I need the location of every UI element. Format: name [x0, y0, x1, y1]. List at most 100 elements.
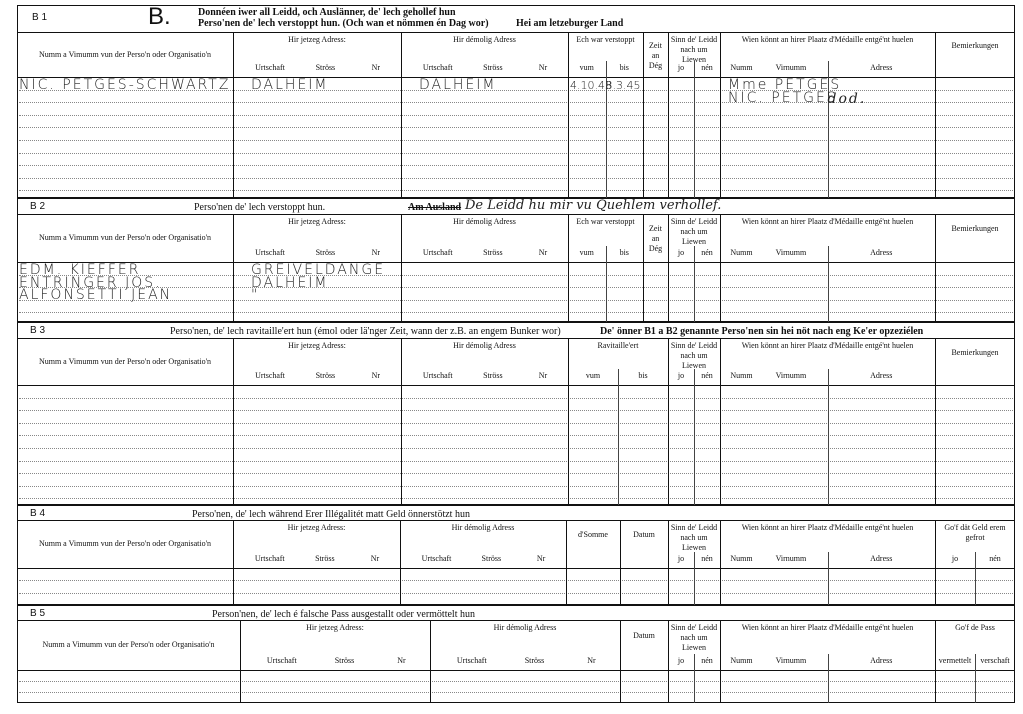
entry-row-line	[19, 165, 1013, 167]
column-subheader-label: jo	[951, 554, 959, 563]
column-header-divider	[17, 568, 1015, 569]
entry-row-line	[19, 692, 1013, 693]
column-divider	[400, 520, 401, 605]
entry-row-line	[19, 140, 1013, 141]
section-b4-label: B 4	[30, 508, 46, 519]
section-b2-struck-text: Am Ausland	[408, 202, 462, 213]
column-divider	[620, 620, 621, 703]
subcolumn-divider	[975, 552, 976, 605]
entry-row-line	[19, 127, 1013, 129]
column-header-label: Sinn de' Leidd nach um Liewen	[670, 217, 718, 246]
column-divider	[935, 214, 936, 322]
column-header-label: Bemierkungen	[951, 224, 999, 233]
column-subheader-label: Nr	[587, 656, 596, 665]
handwritten-entry: 4.10.43	[570, 79, 612, 92]
column-header-label: Wien könnt an hirer Plaatz d'Médaille en…	[741, 217, 914, 226]
column-header-label: Sinn de' Leidd nach um Liewen	[670, 523, 718, 552]
column-header-label: Ech war verstoppt	[576, 35, 635, 44]
handwritten-entry: DALHEIM	[251, 77, 329, 93]
column-header-label: Hir jetzeg Adress:	[288, 35, 346, 44]
subcolumn-divider	[694, 61, 695, 198]
column-header-label: Hir démolig Adress	[493, 623, 557, 632]
column-header-label: Numm a Vimumm vun der Perso'n oder Organ…	[38, 233, 212, 242]
column-divider	[566, 520, 567, 605]
column-subheader-label: Ströss	[483, 63, 503, 72]
column-divider	[233, 520, 234, 605]
section-frame	[17, 322, 1015, 505]
subcolumn-divider	[827, 61, 829, 198]
column-subheader-label: Nr	[370, 554, 380, 563]
column-divider	[430, 620, 431, 703]
handwritten-entry: DALHEIM	[419, 77, 497, 93]
column-subheader-label: nén	[701, 371, 713, 380]
column-subheader-label: Urtschaft	[255, 248, 285, 257]
column-subheader-label: Nr	[371, 248, 381, 257]
section-header-divider	[17, 338, 1015, 339]
entry-row-line	[19, 498, 1013, 500]
subcolumn-divider	[694, 369, 695, 505]
entry-row-line	[19, 274, 1013, 276]
entry-row-line	[19, 89, 1013, 91]
column-divider	[720, 620, 721, 703]
column-subheader-label: Nr	[538, 63, 548, 72]
entry-row-line	[19, 102, 1013, 104]
section-b2-title: Perso'nen de' lech verstoppt hun.	[194, 202, 326, 213]
column-header-label: d'Somme	[578, 530, 608, 539]
subcolumn-divider	[694, 246, 695, 322]
column-subheader-label: vum	[585, 371, 601, 380]
column-header-label: Hir jetzeg Adress:	[306, 623, 364, 632]
section-frame	[17, 605, 1015, 703]
section-b5-title: Person'nen, de' lech é falsche Pass ausg…	[212, 609, 475, 620]
column-subheader-label: jo	[677, 63, 685, 72]
section-b1-title-line-1: Donnéen iwer all Leidd, och Auslänner, d…	[198, 7, 456, 18]
column-subheader-label: Urtschaft	[456, 656, 487, 665]
column-subheader-label: Ströss	[334, 656, 355, 665]
column-header-label: Go'f de Pass	[955, 623, 995, 632]
column-divider	[668, 338, 669, 505]
subcolumn-divider	[605, 61, 607, 198]
column-subheader-label: vermettelt	[938, 656, 972, 665]
entry-row-line	[19, 473, 1013, 475]
column-divider	[568, 214, 569, 322]
section-b1-label: B 1	[32, 12, 48, 23]
handwritten-entry: ALFONSETTI JEAN	[19, 287, 173, 303]
column-header-label: Zeit an Dég	[648, 40, 663, 70]
column-subheader-label: Nr	[538, 371, 548, 380]
entry-row-line	[19, 190, 1013, 192]
column-header-label: Numm a Vimumm vun der Perso'n oder Organ…	[38, 356, 212, 366]
column-header-label: Wien könnt an hirer Plaatz d'Médaille en…	[741, 523, 914, 532]
handwritten-entry: GREIVELDANGE	[251, 262, 386, 278]
column-header-label: Ravitaille'ert	[597, 341, 639, 350]
subcolumn-divider	[827, 369, 829, 505]
section-frame	[17, 198, 1015, 322]
column-header-label: Numm a Vimumm vun der Perso'n oder Organ…	[38, 49, 212, 59]
column-header-label: Sinn de' Leidd nach um Liewen	[670, 341, 718, 370]
section-b1-title-line-2: Perso'nen de' lech verstoppt hun. (Och w…	[198, 18, 489, 29]
column-divider	[240, 620, 241, 703]
entry-row-line	[19, 448, 1013, 449]
handwritten-entry: Mme PETGES	[728, 77, 842, 93]
column-header-divider	[17, 262, 1015, 263]
column-subheader-label: Adress	[870, 554, 893, 563]
column-divider	[720, 32, 721, 198]
section-letter: B.	[148, 3, 171, 30]
column-header-label: Datum	[633, 631, 655, 640]
column-divider	[568, 32, 569, 198]
column-divider	[401, 214, 402, 322]
column-divider	[720, 338, 721, 505]
column-header-label: Zeit an Dég	[648, 224, 663, 253]
column-subheader-label: Virnumm	[775, 248, 807, 257]
column-divider	[233, 338, 234, 505]
column-subheader-label: nén	[701, 656, 713, 665]
column-header-label: Hir jetzeg Adress:	[288, 217, 346, 226]
column-subheader-label: Urtschaft	[254, 554, 285, 563]
entry-row-line	[19, 312, 1013, 314]
column-subheader-label: vum	[579, 248, 594, 257]
entry-row-line	[19, 485, 1013, 487]
column-divider	[935, 32, 936, 198]
column-header-divider	[17, 385, 1015, 386]
column-header-label: Datum	[633, 530, 655, 539]
column-subheader-label: verschaft	[980, 656, 1010, 665]
column-subheader-label: nén	[701, 554, 713, 563]
subcolumn-divider	[694, 552, 695, 605]
